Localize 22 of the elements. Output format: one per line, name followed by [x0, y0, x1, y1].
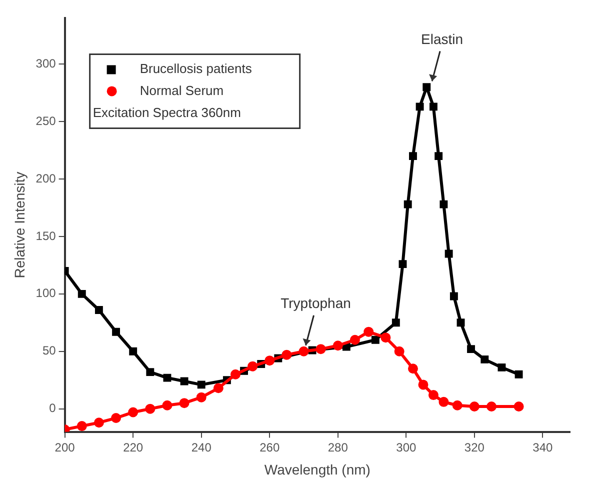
x-tick-label: 220 — [123, 440, 144, 454]
x-tick-label: 240 — [191, 440, 212, 454]
x-tick-label: 320 — [464, 440, 485, 454]
y-tick-label: 200 — [36, 171, 56, 186]
annotation: Elastin — [421, 30, 464, 47]
x-tick-label: 340 — [532, 440, 554, 454]
y-tick-label: 0 — [49, 401, 56, 416]
y-tick-label: 300 — [36, 56, 56, 70]
x-tick-label: 200 — [54, 440, 76, 454]
annotation: Tryptophan — [280, 295, 351, 312]
legend-label: Brucellosis patients — [140, 60, 252, 76]
y-tick-label: 250 — [36, 114, 56, 128]
legend-title: Excitation Spectra 360nm — [92, 104, 241, 120]
y-tick-label: 50 — [42, 344, 56, 358]
x-tick-label: 260 — [260, 440, 280, 454]
y-axis-title: Relative Intensity — [11, 172, 28, 278]
x-tick-label: 300 — [396, 440, 416, 454]
legend-label: Normal Serum — [140, 82, 224, 98]
y-tick-label: 100 — [36, 286, 56, 300]
y-tick-label: 150 — [36, 228, 56, 243]
x-tick-label: 280 — [328, 440, 348, 454]
x-axis-title: Wavelength (nm) — [264, 461, 370, 478]
